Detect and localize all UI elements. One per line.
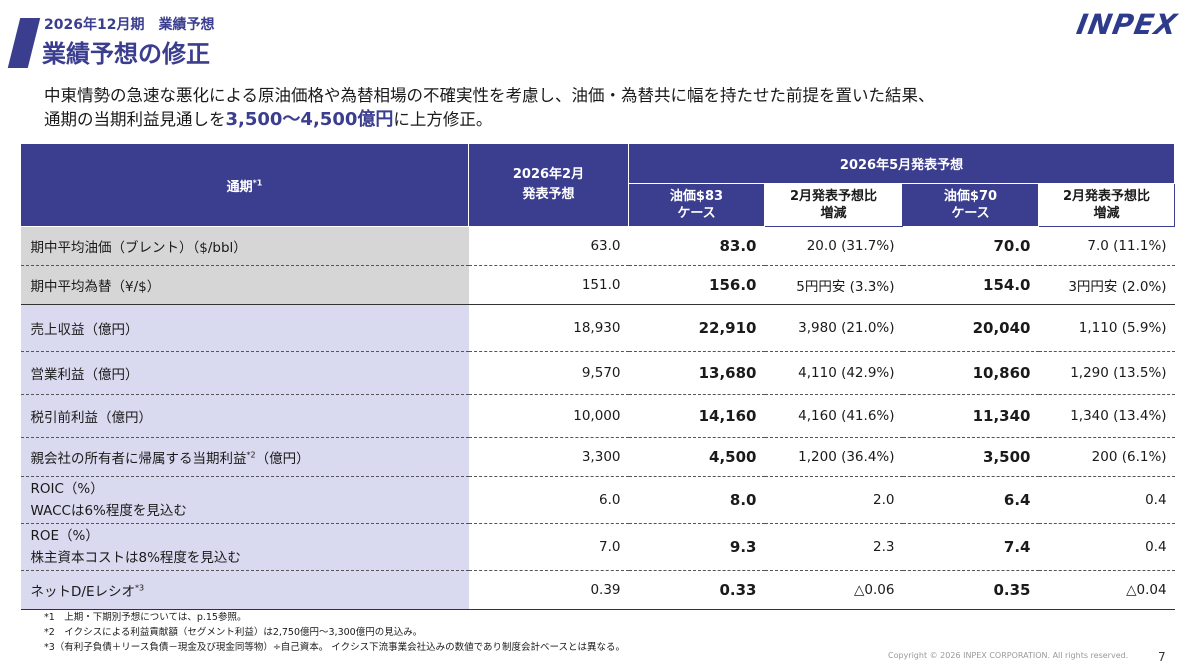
footnotes: *1 上期・下期別予想については、p.15参照。 *2 イクシスによる利益貢献額… [44, 610, 625, 655]
header-diff-70: 2月発表予想比 増減 [1037, 183, 1176, 227]
table-row: 税引前利益（億円） 10,000 14,160 4,160 (41.6%) 11… [20, 394, 1175, 438]
cell-feb: 9,570 [468, 351, 629, 395]
table-row: 売上収益（億円） 18,930 22,910 3,980 (21.0%) 20,… [20, 304, 1175, 352]
row-label: ネットD/Eレシオ*3 [20, 570, 469, 610]
cell-diff-83: 2.0 [764, 476, 903, 524]
page-number: 7 [1158, 650, 1166, 664]
table-row: ROE（%） 株主資本コストは8%程度を見込む 7.0 9.3 2.3 7.4 0… [20, 523, 1175, 571]
page-subtitle: 2026年12月期 業績予想 [44, 17, 215, 33]
cell-case-70: 7.4 [902, 523, 1039, 571]
lead-highlight: 3,500～4,500億円 [225, 109, 394, 130]
cell-diff-70: 1,340 (13.4%) [1038, 394, 1175, 438]
cell-diff-83: 5円円安 (3.3%) [764, 265, 903, 305]
cell-diff-83: 1,200 (36.4%) [764, 437, 903, 477]
cell-case-83: 14,160 [628, 394, 765, 438]
row-label: 期中平均為替（¥/$） [20, 265, 469, 305]
cell-diff-70: 3円円安 (2.0%) [1038, 265, 1175, 305]
cell-feb: 6.0 [468, 476, 629, 524]
lead-line-1: 中東情勢の急速な悪化による原油価格や為替相場の不確実性を考慮し、油価・為替共に幅… [44, 86, 935, 105]
header-period: 通期*1 [20, 143, 469, 227]
cell-diff-83: 2.3 [764, 523, 903, 571]
table-row: 営業利益（億円） 9,570 13,680 4,110 (42.9%) 10,8… [20, 351, 1175, 395]
cell-case-70: 154.0 [902, 265, 1039, 305]
table-row: 期中平均為替（¥/$） 151.0 156.0 5円円安 (3.3%) 154.… [20, 265, 1175, 305]
cell-diff-83: 4,110 (42.9%) [764, 351, 903, 395]
cell-case-83: 0.33 [628, 570, 765, 610]
row-label: 営業利益（億円） [20, 351, 469, 395]
header-diff-83: 2月発表予想比 増減 [764, 183, 903, 227]
cell-diff-70: 7.0 (11.1%) [1038, 226, 1175, 266]
footnote-1: *1 上期・下期別予想については、p.15参照。 [44, 612, 247, 623]
cell-case-70: 70.0 [902, 226, 1039, 266]
cell-case-83: 22,910 [628, 304, 765, 352]
cell-case-83: 156.0 [628, 265, 765, 305]
row-label: 税引前利益（億円） [20, 394, 469, 438]
footnote-2: *2 イクシスによる利益貢献額（セグメント利益）は2,750億円～3,300億円… [44, 627, 423, 638]
cell-feb: 10,000 [468, 394, 629, 438]
cell-diff-70: △0.04 [1038, 570, 1175, 610]
row-label: 親会社の所有者に帰属する当期利益*2（億円） [20, 437, 469, 477]
company-logo: INPEX [1073, 8, 1180, 41]
table-row: ネットD/Eレシオ*3 0.39 0.33 △0.06 0.35 △0.04 [20, 570, 1175, 610]
header-case-83: 油価$83 ケース [628, 183, 765, 227]
cell-diff-83: 3,980 (21.0%) [764, 304, 903, 352]
cell-case-83: 8.0 [628, 476, 765, 524]
table-row: 期中平均油価（ブレント）（$/bbl） 63.0 83.0 20.0 (31.7… [20, 226, 1175, 266]
lead-line-2-before: 通期の当期利益見通しを [44, 110, 226, 129]
cell-case-70: 20,040 [902, 304, 1039, 352]
page-title: 業績予想の修正 [42, 40, 210, 68]
cell-feb: 151.0 [468, 265, 629, 305]
cell-diff-70: 200 (6.1%) [1038, 437, 1175, 477]
lead-line-2: 通期の当期利益見通しを3,500～4,500億円に上方修正。 [44, 108, 935, 132]
cell-case-83: 4,500 [628, 437, 765, 477]
cell-diff-83: 20.0 (31.7%) [764, 226, 903, 266]
lead-line-2-after: に上方修正。 [393, 110, 493, 129]
cell-case-83: 83.0 [628, 226, 765, 266]
cell-feb: 7.0 [468, 523, 629, 571]
cell-diff-70: 0.4 [1038, 476, 1175, 524]
cell-feb: 18,930 [468, 304, 629, 352]
cell-case-70: 6.4 [902, 476, 1039, 524]
row-label: ROE（%） 株主資本コストは8%程度を見込む [20, 523, 469, 571]
cell-feb: 0.39 [468, 570, 629, 610]
row-label: ROIC（%） WACCは6%程度を見込む [20, 476, 469, 524]
cell-diff-70: 1,110 (5.9%) [1038, 304, 1175, 352]
forecast-table: 通期*1 2026年2月 発表予想 2026年5月発表予想 油価$83 ケース 2月… [20, 143, 1176, 610]
cell-case-70: 10,860 [902, 351, 1039, 395]
cell-diff-83: △0.06 [764, 570, 903, 610]
copyright: Copyright © 2026 INPEX CORPORATION. All … [888, 651, 1129, 660]
lead-text: 中東情勢の急速な悪化による原油価格や為替相場の不確実性を考慮し、油価・為替共に幅… [44, 84, 935, 132]
footnote-3: *3（有利子負債＋リース負債－現金及び現金同等物）÷自己資本。 イクシス下流事業… [44, 642, 626, 653]
cell-case-70: 0.35 [902, 570, 1039, 610]
row-label: 売上収益（億円） [20, 304, 469, 352]
header-may-forecast: 2026年5月発表予想 [627, 143, 1176, 184]
cell-diff-83: 4,160 (41.6%) [764, 394, 903, 438]
row-label: 期中平均油価（ブレント）（$/bbl） [20, 226, 469, 266]
cell-case-83: 13,680 [628, 351, 765, 395]
cell-feb: 63.0 [468, 226, 629, 266]
cell-diff-70: 0.4 [1038, 523, 1175, 571]
accent-bar [7, 18, 41, 68]
cell-diff-70: 1,290 (13.5%) [1038, 351, 1175, 395]
header-case-70: 油価$70 ケース [902, 183, 1039, 227]
cell-feb: 3,300 [468, 437, 629, 477]
header-feb-forecast: 2026年2月 発表予想 [468, 143, 629, 227]
cell-case-83: 9.3 [628, 523, 765, 571]
cell-case-70: 11,340 [902, 394, 1039, 438]
table-row: ROIC（%） WACCは6%程度を見込む 6.0 8.0 2.0 6.4 0.4 [20, 476, 1175, 524]
cell-case-70: 3,500 [902, 437, 1039, 477]
table-row: 親会社の所有者に帰属する当期利益*2（億円） 3,300 4,500 1,200… [20, 437, 1175, 477]
